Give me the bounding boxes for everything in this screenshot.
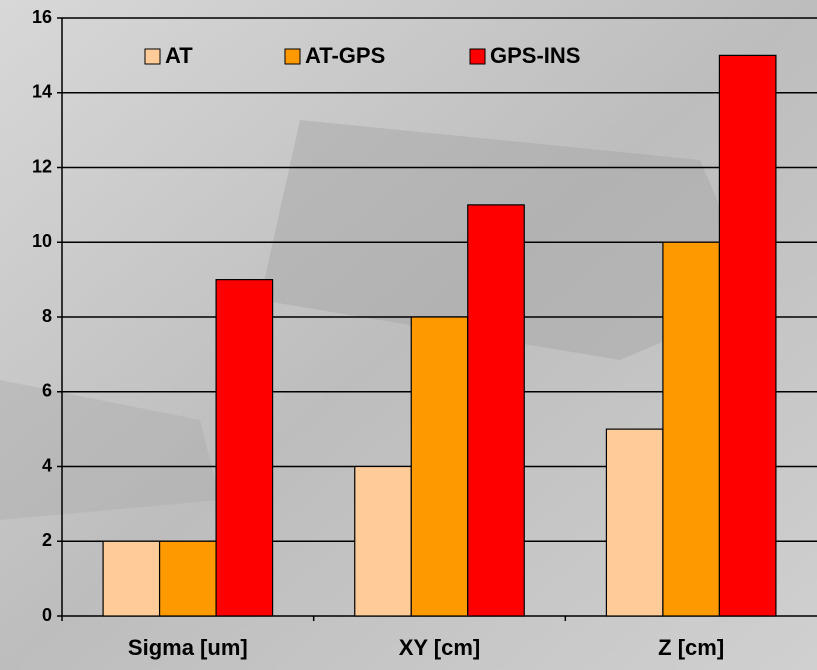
legend-label: AT (165, 43, 193, 68)
y-tick-label: 0 (42, 605, 52, 625)
bar (355, 467, 412, 617)
chart: 0 2 4 6 8 10 12 14 16 Sigma [um] XY [cm] Z [cm] AT AT… (0, 0, 817, 670)
y-tick-label: 6 (42, 381, 52, 401)
x-tick-label: XY [cm] (399, 635, 481, 660)
legend-swatch (285, 49, 300, 64)
y-tick-label: 10 (32, 231, 52, 251)
y-tick-label: 2 (42, 530, 52, 550)
y-tick-label: 8 (42, 306, 52, 326)
legend-swatch (470, 49, 485, 64)
legend-label: AT-GPS (305, 43, 385, 68)
legend-label: GPS-INS (490, 43, 580, 68)
x-tick-label: Z [cm] (658, 635, 724, 660)
bar (411, 317, 468, 616)
bar (216, 280, 272, 616)
x-tick-label: Sigma [um] (128, 635, 248, 660)
bar (663, 242, 720, 616)
bar (468, 205, 525, 616)
bar (160, 541, 217, 616)
y-tick-label: 4 (42, 455, 52, 475)
legend-swatch (145, 49, 160, 64)
bar (103, 541, 160, 616)
y-tick-label: 16 (32, 7, 52, 27)
y-tick-label: 14 (32, 82, 52, 102)
bar (719, 55, 776, 616)
bar (606, 429, 663, 616)
y-tick-label: 12 (32, 156, 52, 176)
